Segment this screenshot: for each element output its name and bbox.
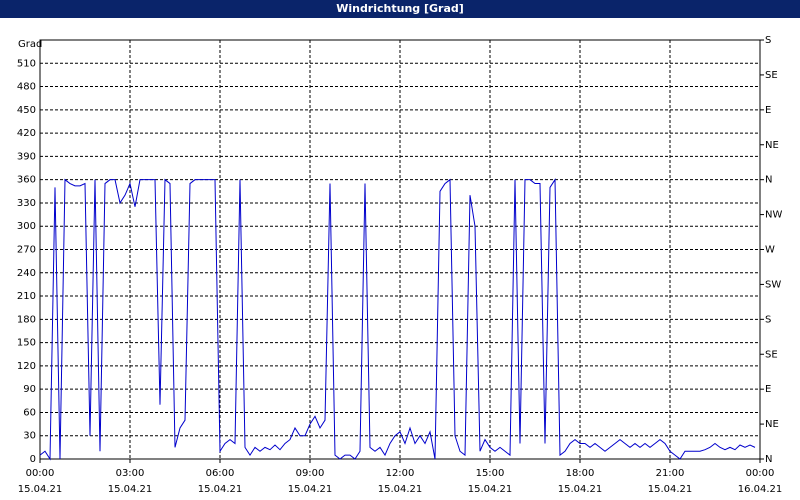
y-tick-label: 390	[17, 151, 36, 162]
y2-tick-label: NE	[765, 140, 779, 151]
y-tick-label: 480	[17, 82, 36, 93]
title-bar: Windrichtung [Grad]	[0, 0, 800, 18]
y-tick-label: 90	[23, 384, 36, 395]
x-tick-label: 00:00 16.04.21	[737, 468, 783, 495]
y-tick-label: 240	[17, 268, 36, 279]
y2-tick-label: N	[765, 454, 772, 465]
y-tick-label: 210	[17, 291, 36, 302]
y-tick-label: 330	[17, 198, 36, 209]
y2-tick-label: S	[765, 314, 771, 325]
y-tick-label: 510	[17, 58, 36, 69]
y-tick-label: 270	[17, 245, 36, 256]
y-tick-label: 120	[17, 361, 36, 372]
y2-tick-label: SE	[765, 70, 778, 81]
y2-tick-label: NW	[765, 210, 782, 221]
x-tick-label: 03:00 15.04.21	[107, 468, 153, 495]
y2-tick-label: E	[765, 105, 771, 116]
y2-tick-label: NE	[765, 419, 779, 430]
x-tick-label: 06:00 15.04.21	[197, 468, 243, 495]
x-tick-label: 12:00 15.04.21	[377, 468, 423, 495]
y-tick-label: 360	[17, 175, 36, 186]
y-tick-label: 180	[17, 314, 36, 325]
plot-frame	[39, 39, 761, 460]
y2-tick-label: SE	[765, 349, 778, 360]
y-tick-label: 60	[23, 407, 36, 418]
x-tick-label: 00:00 15.04.21	[17, 468, 63, 495]
x-tick-label: 18:00 15.04.21	[557, 468, 603, 495]
y-axis-label: Grad	[18, 39, 42, 50]
y-tick-label: 30	[23, 431, 36, 442]
x-tick-label: 09:00 15.04.21	[287, 468, 333, 495]
y-tick-label: 420	[17, 128, 36, 139]
y2-tick-label: W	[765, 245, 775, 256]
x-tick-label: 15:00 15.04.21	[467, 468, 513, 495]
y-tick-label: 150	[17, 338, 36, 349]
y2-tick-label: S	[765, 35, 771, 46]
y2-tick-label: N	[765, 175, 772, 186]
y-tick-label: 450	[17, 105, 36, 116]
y2-tick-label: E	[765, 384, 771, 395]
y-tick-label: 0	[30, 454, 36, 465]
y-tick-label: 300	[17, 221, 36, 232]
y2-tick-label: SW	[765, 279, 781, 290]
x-tick-label: 21:00 15.04.21	[647, 468, 693, 495]
data-line	[39, 178, 756, 461]
